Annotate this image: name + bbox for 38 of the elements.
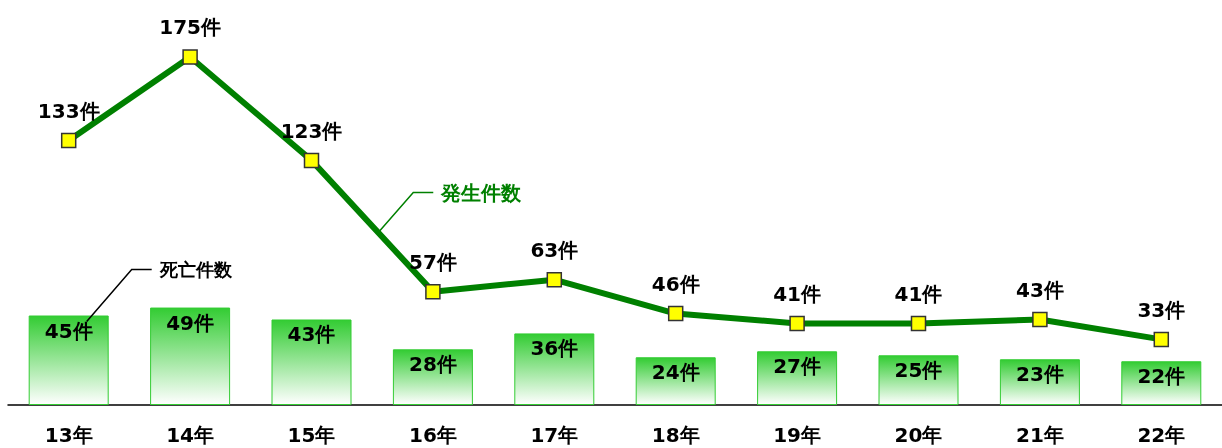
data-label: 133件 (37, 98, 100, 123)
data-label: 33件 (1137, 297, 1186, 322)
data-label: 23件 (1015, 362, 1064, 387)
x-tick-label: 22年 (1137, 423, 1186, 447)
x-tick-label: 14年 (166, 423, 215, 447)
x-tick-label: 17年 (530, 423, 579, 447)
data-label: 36件 (530, 336, 579, 361)
data-label: 22件 (1137, 364, 1186, 389)
data-label: 41件 (894, 281, 943, 306)
data-label: 63件 (530, 237, 579, 262)
data-label: 41件 (773, 281, 822, 306)
data-label: 49件 (166, 310, 215, 335)
bar (150, 307, 231, 405)
data-label: 28件 (408, 352, 457, 377)
data-label: 24件 (651, 360, 700, 385)
x-tick-label: 15年 (287, 423, 336, 447)
data-label: 123件 (280, 118, 343, 143)
data-label: 43件 (287, 322, 336, 347)
bar (271, 319, 352, 405)
data-label: 57件 (408, 249, 457, 274)
series-label: 死亡件数 (158, 259, 233, 281)
bar (878, 355, 959, 405)
bar (514, 333, 595, 405)
data-label: 46件 (651, 271, 700, 296)
x-tick-label: 13年 (44, 423, 93, 447)
x-tick-label: 19年 (773, 423, 822, 447)
x-tick-label: 20年 (894, 423, 943, 447)
bar (28, 315, 109, 405)
x-tick-label: 18年 (651, 423, 700, 447)
data-label: 27件 (773, 354, 822, 379)
data-label: 43件 (1015, 277, 1064, 302)
text: 発生件数 (440, 180, 523, 205)
x-tick-label: 21年 (1015, 423, 1064, 447)
data-label: 25件 (894, 358, 943, 383)
data-label: 45件 (44, 318, 93, 343)
bar (757, 351, 838, 405)
x-tick-label: 16年 (408, 423, 457, 447)
data-label: 175件 (159, 15, 221, 40)
